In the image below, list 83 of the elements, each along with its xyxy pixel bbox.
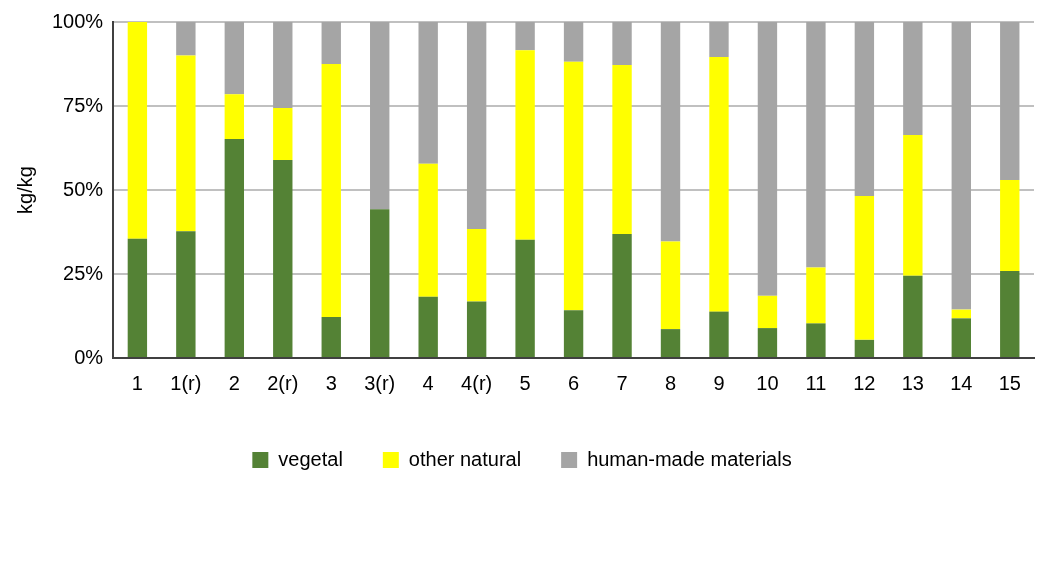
bar [127, 238, 148, 357]
legend-label: other natural [408, 447, 522, 470]
y-tick-label: 0% [74, 345, 104, 368]
bar [224, 22, 245, 95]
x-tick-label: 5 [519, 371, 531, 394]
bar [903, 134, 923, 276]
bar [321, 64, 341, 318]
bar [612, 234, 632, 357]
bar [951, 318, 971, 357]
bar [563, 310, 584, 357]
bar [709, 22, 729, 57]
bar [127, 22, 148, 239]
bar [757, 328, 778, 357]
bar [515, 239, 535, 357]
bar [466, 301, 487, 357]
bar [1000, 22, 1020, 180]
bar [1000, 270, 1020, 357]
bar [806, 267, 826, 324]
y-axis-title: kg/kg [13, 166, 36, 214]
bar [466, 22, 487, 229]
bar [273, 22, 293, 109]
bar [951, 309, 971, 319]
bar [660, 22, 681, 242]
bar [757, 295, 778, 329]
bar [612, 65, 632, 235]
bar [660, 329, 681, 357]
bar [418, 163, 438, 297]
x-tick-label: 15 [998, 371, 1021, 394]
bar [466, 228, 487, 302]
bar [1000, 179, 1020, 271]
x-tick-label: 11 [805, 371, 827, 394]
legend-label: vegetal [278, 447, 343, 470]
bar [418, 296, 438, 357]
bar [709, 56, 729, 312]
x-tick-label: 8 [664, 371, 677, 394]
x-tick-label: 9 [713, 371, 725, 394]
x-tick-label: 4(r) [461, 371, 493, 394]
bar [515, 50, 535, 240]
bar [224, 138, 245, 357]
bar [370, 22, 390, 210]
bar [854, 22, 875, 197]
bar [321, 22, 341, 64]
bar [176, 55, 196, 232]
x-tick-label: 2 [228, 371, 240, 394]
bar [903, 22, 923, 135]
bar [903, 275, 923, 357]
bar [370, 209, 390, 357]
x-tick-label: 3 [325, 371, 337, 394]
bar [176, 22, 196, 56]
x-tick-label: 13 [901, 371, 924, 394]
x-tick-label: 10 [756, 371, 779, 394]
x-tick-label: 2(r) [267, 371, 299, 394]
bar [224, 94, 245, 139]
x-tick-label: 6 [568, 371, 580, 394]
bar [709, 311, 729, 357]
bar [321, 317, 341, 357]
x-tick-label: 12 [853, 371, 876, 394]
bar [951, 22, 971, 310]
y-tick-label: 75% [63, 93, 104, 116]
bar [418, 22, 438, 164]
bar [563, 61, 584, 311]
y-tick-label: 100% [52, 9, 104, 32]
bar [806, 323, 826, 357]
bar [612, 22, 632, 66]
bar [273, 160, 293, 357]
bar [854, 196, 875, 340]
bar [515, 22, 535, 51]
legend-label: human-made materials [587, 447, 792, 470]
x-tick-label: 3(r) [364, 371, 396, 394]
bar [854, 339, 875, 357]
x-tick-label: 4 [422, 371, 434, 394]
bar [563, 22, 584, 62]
x-tick-label: 1 [131, 371, 143, 394]
y-tick-label: 25% [63, 261, 104, 284]
bar [806, 22, 826, 268]
y-tick-label: 50% [63, 177, 104, 200]
x-tick-label: 1(r) [170, 371, 202, 394]
bar [273, 108, 293, 161]
x-tick-label: 14 [950, 371, 973, 394]
bar [660, 241, 681, 330]
x-tick-label: 7 [616, 371, 628, 394]
bar [176, 231, 196, 357]
bar [757, 22, 778, 296]
